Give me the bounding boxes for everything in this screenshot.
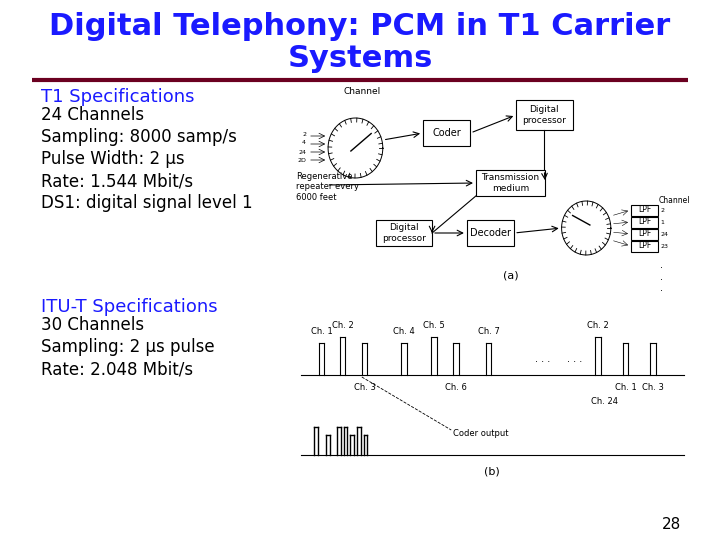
Text: Ch. 1: Ch. 1 [311, 327, 333, 336]
Text: Ch. 2: Ch. 2 [588, 321, 609, 330]
Text: Ch. 2: Ch. 2 [332, 321, 354, 330]
Text: (a): (a) [503, 270, 518, 280]
Text: LPF: LPF [638, 206, 651, 214]
Text: T1 Specifications: T1 Specifications [41, 88, 194, 106]
Text: Digital
processor: Digital processor [382, 224, 426, 242]
Text: .
.
.: . . . [660, 260, 662, 293]
Text: Sampling: 2 μs pulse: Sampling: 2 μs pulse [41, 338, 215, 356]
Text: Rate: 1.544 Mbit/s: Rate: 1.544 Mbit/s [41, 172, 193, 190]
Text: Channel: Channel [659, 196, 690, 205]
Text: 2D: 2D [297, 159, 306, 164]
Text: 23: 23 [660, 244, 668, 248]
FancyBboxPatch shape [631, 217, 658, 227]
Text: . . .: . . . [535, 354, 550, 364]
Text: Ch. 7: Ch. 7 [477, 327, 500, 336]
Text: . . .: . . . [567, 354, 582, 364]
Text: LPF: LPF [638, 241, 651, 251]
Text: Systems: Systems [287, 44, 433, 73]
Text: Ch. 24: Ch. 24 [591, 397, 618, 406]
Text: Rate: 2.048 Mbit/s: Rate: 2.048 Mbit/s [41, 360, 193, 378]
Text: Channel: Channel [343, 87, 380, 96]
Text: 30 Channels: 30 Channels [41, 316, 144, 334]
Text: Decoder: Decoder [470, 228, 511, 238]
Text: Sampling: 8000 samp/s: Sampling: 8000 samp/s [41, 128, 237, 146]
Text: (b): (b) [485, 467, 500, 477]
FancyBboxPatch shape [516, 100, 572, 130]
Text: Ch. 6: Ch. 6 [445, 383, 467, 392]
Text: Ch. 1: Ch. 1 [615, 383, 636, 392]
Text: 2: 2 [302, 132, 306, 137]
Text: Ch. 5: Ch. 5 [423, 321, 445, 330]
Text: Transmission
medium: Transmission medium [482, 173, 539, 193]
Text: 24 Channels: 24 Channels [41, 106, 144, 124]
Text: Regenerative
repeater every
6000 feet: Regenerative repeater every 6000 feet [296, 172, 359, 202]
Text: Ch. 3: Ch. 3 [354, 383, 376, 392]
FancyBboxPatch shape [631, 240, 658, 252]
Text: 4: 4 [302, 140, 306, 145]
Text: Ch. 4: Ch. 4 [393, 327, 415, 336]
Text: Coder output: Coder output [453, 429, 508, 437]
Text: 28: 28 [662, 517, 681, 532]
Text: LPF: LPF [638, 218, 651, 226]
Text: 1: 1 [660, 219, 664, 225]
Text: LPF: LPF [638, 230, 651, 239]
Text: Pulse Width: 2 μs: Pulse Width: 2 μs [41, 150, 184, 168]
Text: 24: 24 [660, 232, 668, 237]
Text: 24: 24 [298, 150, 306, 154]
Text: Digital Telephony: PCM in T1 Carrier: Digital Telephony: PCM in T1 Carrier [50, 12, 670, 41]
Text: ITU-T Specifications: ITU-T Specifications [41, 298, 217, 316]
Text: Coder: Coder [432, 128, 461, 138]
Text: Ch. 3: Ch. 3 [642, 383, 664, 392]
FancyBboxPatch shape [476, 170, 545, 196]
Text: Digital
processor: Digital processor [522, 105, 566, 125]
Text: DS1: digital signal level 1: DS1: digital signal level 1 [41, 194, 253, 212]
FancyBboxPatch shape [467, 220, 514, 246]
FancyBboxPatch shape [423, 120, 470, 146]
FancyBboxPatch shape [631, 228, 658, 240]
Text: 2: 2 [660, 207, 664, 213]
FancyBboxPatch shape [376, 220, 432, 246]
FancyBboxPatch shape [631, 205, 658, 215]
